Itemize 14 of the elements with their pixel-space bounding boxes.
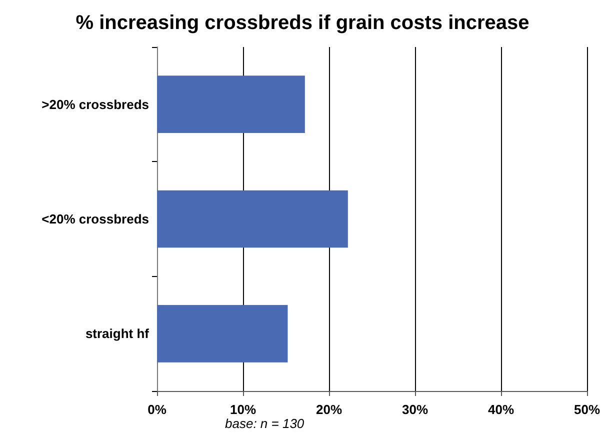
text: base: n = 130 xyxy=(225,416,305,431)
x-tick-label: 30% xyxy=(402,402,428,417)
x-tick-label: 0% xyxy=(148,402,167,417)
chart-title: % increasing crossbreds if grain costs increase xyxy=(76,12,530,34)
x-tick-label: 10% xyxy=(230,402,256,417)
x-tick-label: 20% xyxy=(316,402,342,417)
bar xyxy=(157,305,288,362)
bar xyxy=(157,76,305,133)
bar xyxy=(157,190,348,248)
x-tick-label: 40% xyxy=(488,402,514,417)
y-tick-label: >20% crossbreds xyxy=(42,96,149,112)
y-tick-label: straight hf xyxy=(85,326,150,342)
x-tick-label: 50% xyxy=(574,402,600,417)
y-tick-label: <20% crossbreds xyxy=(42,212,149,226)
